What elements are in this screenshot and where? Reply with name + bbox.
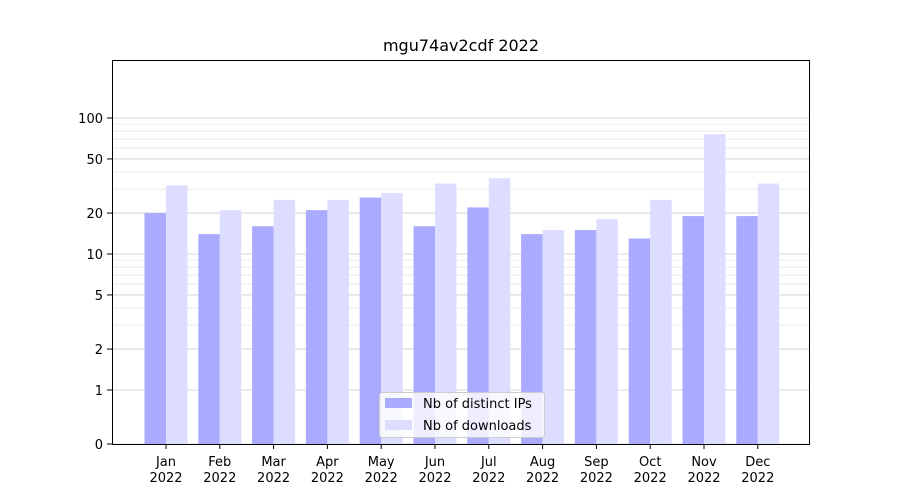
- x-tick-label-month: Aug: [530, 455, 555, 470]
- bar-downloads: [757, 183, 780, 444]
- x-tick-label-month: Dec: [745, 455, 770, 470]
- bar-distinct-ips: [682, 216, 704, 444]
- x-tick-label-year: 2022: [311, 471, 344, 486]
- bar-distinct-ips: [144, 213, 166, 444]
- bar-downloads: [704, 134, 726, 444]
- x-tick-label-year: 2022: [580, 471, 613, 486]
- legend-box: [379, 392, 545, 438]
- x-tick-label-year: 2022: [526, 471, 559, 486]
- x-tick-label-month: Apr: [316, 455, 339, 470]
- y-tick-label: 10: [86, 248, 103, 263]
- bars: [144, 134, 780, 444]
- bar-distinct-ips: [467, 207, 489, 444]
- x-tick-label-year: 2022: [257, 471, 290, 486]
- bar-downloads: [219, 210, 242, 444]
- x-tick-label-year: 2022: [634, 471, 667, 486]
- legend-label-downloads: Nb of downloads: [423, 419, 532, 434]
- y-tick-label: 0: [95, 438, 103, 453]
- chart-title: mgu74av2cdf 2022: [383, 36, 539, 55]
- y-tick-label: 100: [78, 112, 103, 127]
- x-tick-label-year: 2022: [365, 471, 398, 486]
- y-tick-label: 1: [95, 384, 103, 399]
- bar-distinct-ips: [736, 216, 758, 444]
- bar-downloads: [166, 185, 188, 444]
- bar-distinct-ips: [521, 234, 543, 444]
- plot-frame: [112, 60, 810, 445]
- x-tick-label-month: Feb: [208, 455, 231, 470]
- x-tick-label-year: 2022: [472, 471, 505, 486]
- legend: Nb of distinct IPs Nb of downloads: [379, 392, 545, 438]
- x-axis: Jan2022Feb2022Mar2022Apr2022May2022Jun20…: [149, 444, 774, 486]
- y-tick-label: 5: [95, 289, 103, 304]
- bar-downloads: [542, 230, 565, 444]
- bar-distinct-ips: [413, 226, 435, 444]
- bar-distinct-ips: [359, 197, 382, 444]
- bar-distinct-ips: [305, 210, 328, 444]
- bar-distinct-ips: [628, 238, 651, 444]
- bar-distinct-ips: [574, 230, 597, 444]
- bar-downloads: [596, 219, 618, 444]
- x-tick-label-month: Jul: [480, 455, 497, 470]
- x-tick-label-month: Jan: [155, 455, 176, 470]
- x-tick-label-month: Oct: [639, 455, 661, 470]
- x-tick-label-year: 2022: [418, 471, 451, 486]
- bar-distinct-ips: [252, 226, 274, 444]
- x-tick-label-month: Jun: [424, 455, 445, 470]
- x-tick-label-year: 2022: [741, 471, 774, 486]
- bar-downloads: [381, 193, 403, 444]
- x-tick-label-year: 2022: [687, 471, 720, 486]
- bar-downloads: [650, 199, 672, 444]
- x-tick-label-month: Sep: [584, 455, 609, 470]
- x-tick-label-month: Mar: [261, 455, 286, 470]
- bar-downloads: [488, 178, 511, 444]
- x-tick-label-year: 2022: [203, 471, 236, 486]
- y-tick-label: 50: [86, 153, 103, 168]
- legend-swatch-downloads: [385, 420, 412, 430]
- bar-downloads: [435, 183, 457, 444]
- y-axis: 0 1 2 5 10 20 50 100: [78, 112, 112, 453]
- y-tick-label: 2: [95, 343, 103, 358]
- legend-label-distinct-ips: Nb of distinct IPs: [423, 397, 532, 412]
- bar-distinct-ips: [198, 234, 220, 444]
- y-tick-label: 20: [86, 207, 103, 222]
- x-tick-label-month: May: [368, 455, 395, 470]
- x-tick-label-month: Nov: [691, 455, 717, 470]
- bar-downloads: [327, 199, 349, 444]
- legend-swatch-distinct-ips: [385, 398, 412, 408]
- bar-downloads: [273, 199, 296, 444]
- x-tick-label-year: 2022: [149, 471, 182, 486]
